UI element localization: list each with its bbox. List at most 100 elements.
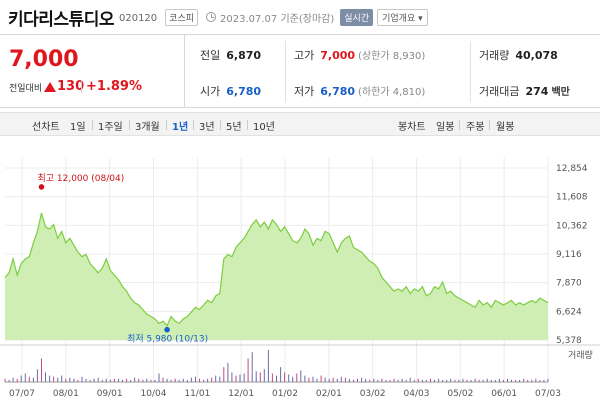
candle-chart-label: 봉차트 (398, 122, 426, 133)
volume-bar (276, 375, 277, 382)
period-3m[interactable]: 3개월 (135, 122, 160, 133)
volume-bar (85, 378, 87, 382)
volume-bar (393, 378, 395, 382)
volume-bar (328, 378, 330, 382)
divider (92, 120, 93, 130)
volume-value: 40,078 (515, 49, 558, 62)
company-info-dropdown[interactable]: 기업개요 ▾ (377, 8, 428, 26)
volume-bar (486, 378, 488, 382)
volume-cell: 거래량 40,078 (479, 47, 558, 63)
volume-bar (511, 379, 512, 382)
volume-bar (81, 376, 83, 382)
period-5y[interactable]: 5년 (226, 122, 242, 133)
y-tick-label: 5,378 (556, 336, 582, 346)
volume-bar (223, 367, 225, 382)
volume-bar (150, 379, 152, 382)
amount-label: 거래대금 (479, 85, 520, 98)
volume-bar (413, 379, 415, 382)
volume-bar (401, 378, 403, 382)
period-10y[interactable]: 10년 (253, 122, 275, 133)
quote-summary: 7,000 전일대비 130 +1.89% 전일 6,870 고가 7,000 (상한… (0, 34, 600, 108)
volume-bar (288, 374, 290, 382)
volume-bar (97, 377, 99, 382)
prev-close-cell: 전일 6,870 (200, 47, 261, 63)
volume-bar (353, 379, 354, 382)
high-annotation: 최고 12,000 (08/04) (37, 173, 124, 184)
volume-bar (65, 378, 67, 382)
y-tick-label: 9,116 (556, 250, 582, 260)
change-percent: +1.89% (86, 79, 142, 94)
volume-bar (239, 374, 241, 382)
period-1d[interactable]: 1일 (70, 122, 86, 133)
volume-bar (36, 369, 38, 382)
candle-daily[interactable]: 일봉 (436, 122, 455, 133)
volume-bar (122, 379, 123, 382)
high-label: 고가 (294, 49, 315, 62)
volume-bar (348, 378, 350, 382)
volume-bar (535, 378, 537, 382)
stock-header: 키다리스튜디오 020120 코스피 2023.07.07 기준(장마감) 실시… (0, 0, 600, 34)
volume-bar (113, 378, 115, 382)
volume-bar (292, 376, 294, 382)
volume-bar (365, 378, 367, 382)
volume-bar (174, 378, 176, 382)
x-tick-label: 07/07 (9, 389, 35, 399)
volume-bar (381, 378, 383, 382)
period-1y[interactable]: 1년 (172, 122, 189, 133)
x-tick-label: 02/01 (316, 389, 342, 399)
period-3y[interactable]: 3년 (199, 122, 215, 133)
volume-bar (158, 373, 160, 382)
volume-bar (89, 379, 91, 382)
price-chart[interactable]: 12,854 11,608 10,362 9,116 7,870 6,624 5,378 0… (0, 150, 600, 416)
candle-weekly[interactable]: 주봉 (466, 122, 485, 133)
low-label: 저가 (294, 85, 315, 98)
volume-bar (4, 378, 6, 382)
volume-label: 거래량 (568, 349, 593, 361)
volume-bar (296, 373, 298, 382)
volume-bar (389, 379, 391, 382)
y-tick-label: 10,362 (556, 221, 588, 231)
volume-bar (344, 377, 346, 382)
volume-bar (385, 379, 387, 382)
volume-bar (300, 370, 302, 382)
volume-bar (324, 377, 326, 382)
volume-bar (547, 378, 549, 382)
low-cell: 저가 6,780 (하한가 4,810) (294, 83, 425, 99)
x-tick-label: 06/01 (491, 389, 517, 399)
volume-bar (45, 372, 46, 382)
volume-bar (409, 377, 411, 382)
volume-bar (434, 379, 435, 382)
change-label: 전일대비 (9, 84, 43, 94)
volume-bar (316, 378, 318, 382)
volume-bar (482, 379, 484, 382)
x-tick-label: 05/02 (447, 389, 473, 399)
candle-monthly[interactable]: 월봉 (496, 122, 515, 133)
volume-bar (93, 378, 95, 382)
volume-bar (263, 369, 265, 382)
period-1w[interactable]: 1주일 (98, 122, 123, 133)
y-tick-label: 12,854 (556, 164, 588, 174)
volume-bar (166, 378, 168, 382)
high-cell: 고가 7,000 (상한가 8,930) (294, 47, 425, 63)
prev-close-label: 전일 (200, 49, 221, 62)
volume-bar (357, 378, 358, 382)
amount-cell: 거래대금 274 백만 (479, 83, 570, 99)
volume-bar (527, 379, 529, 382)
volume-bar (494, 379, 496, 382)
realtime-button[interactable]: 실시간 (340, 8, 374, 26)
change-value: 130 (57, 79, 85, 94)
x-tick-label: 12/01 (228, 389, 254, 399)
volume-bar (73, 378, 75, 382)
volume-bar (498, 378, 500, 382)
divider (470, 41, 471, 102)
y-axis-ticks: 12,854 11,608 10,362 9,116 7,870 6,624 5,378 (556, 164, 588, 346)
volume-bar (182, 378, 184, 382)
volume-bar (458, 379, 460, 382)
volume-bar (438, 378, 440, 382)
price-area (5, 213, 548, 340)
volume-bar (519, 379, 521, 382)
volume-bar (162, 377, 164, 382)
volume-bar (417, 378, 419, 382)
low-annotation: 최저 5,980 (10/13) (127, 334, 208, 345)
up-arrow-icon (44, 82, 56, 92)
